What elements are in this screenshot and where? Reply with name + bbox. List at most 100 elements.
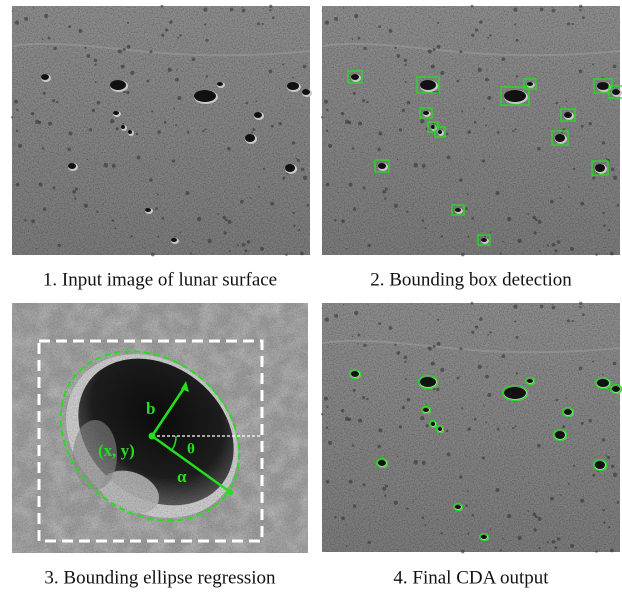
small-crater [24, 219, 27, 222]
small-crater [413, 501, 414, 502]
small-crater [363, 186, 366, 189]
small-crater [516, 336, 519, 339]
small-crater [33, 7, 35, 9]
small-crater [366, 398, 368, 400]
small-crater [48, 122, 52, 126]
small-crater [348, 121, 351, 124]
crater [438, 130, 442, 134]
small-crater [595, 253, 598, 256]
small-crater [341, 516, 345, 520]
small-crater [362, 396, 365, 399]
small-crater [557, 240, 561, 244]
small-crater [579, 302, 582, 305]
small-crater [399, 128, 402, 131]
small-crater [307, 204, 310, 207]
crater [595, 461, 605, 469]
small-crater [490, 529, 492, 531]
small-crater [15, 21, 19, 25]
small-crater [346, 248, 347, 249]
small-crater [230, 8, 234, 12]
small-crater [426, 424, 429, 427]
small-crater [560, 197, 562, 199]
small-crater [579, 70, 583, 74]
small-crater [68, 25, 71, 28]
small-crater [485, 375, 489, 379]
small-crater [121, 65, 125, 69]
small-crater [111, 219, 114, 222]
theta-label: θ [187, 441, 195, 457]
small-crater [431, 65, 435, 69]
small-crater [39, 183, 43, 187]
small-crater [456, 80, 459, 83]
small-crater [512, 427, 514, 429]
crater [68, 163, 76, 169]
small-crater [96, 211, 98, 213]
small-crater [149, 50, 152, 53]
small-crater [573, 168, 575, 170]
small-crater [461, 110, 463, 112]
small-crater [561, 131, 563, 133]
small-crater [552, 243, 556, 247]
small-crater [516, 39, 519, 42]
small-crater [297, 159, 300, 162]
small-crater [74, 197, 76, 199]
small-crater [56, 101, 58, 103]
crater [612, 386, 620, 392]
small-crater [532, 216, 536, 220]
small-crater [123, 48, 126, 51]
small-crater [465, 207, 468, 210]
small-crater [358, 334, 361, 337]
small-crater [363, 483, 366, 486]
small-crater [353, 207, 356, 210]
small-crater [467, 236, 469, 238]
small-crater [242, 7, 243, 8]
small-crater [589, 122, 592, 125]
small-crater [363, 47, 366, 50]
small-crater [358, 419, 362, 423]
small-crater [256, 101, 257, 102]
small-crater [384, 197, 386, 199]
small-crater [540, 305, 544, 309]
small-crater [279, 122, 282, 125]
small-crater [104, 163, 108, 167]
lunar-image-panel [321, 5, 622, 257]
small-crater [611, 465, 615, 469]
small-crater [589, 419, 592, 422]
crater [595, 164, 605, 172]
small-crater [325, 21, 329, 25]
small-crater [110, 119, 114, 123]
small-crater [547, 244, 549, 246]
small-crater [348, 418, 351, 421]
small-crater [157, 236, 159, 238]
small-crater [328, 144, 332, 148]
small-crater [478, 365, 482, 369]
small-crater [43, 207, 46, 210]
small-crater [12, 10, 13, 11]
small-crater [461, 550, 465, 554]
small-crater [247, 240, 251, 244]
crater [285, 164, 295, 172]
small-crater [567, 319, 570, 322]
crater [423, 111, 429, 115]
small-crater [334, 314, 338, 318]
small-crater [570, 544, 574, 548]
small-crater [552, 7, 553, 8]
small-crater [532, 513, 536, 517]
small-crater [92, 109, 95, 112]
small-crater [611, 168, 615, 172]
crater [217, 82, 223, 86]
crater [171, 238, 177, 242]
small-crater [552, 304, 553, 305]
small-crater [38, 121, 41, 124]
center-label: (x, y) [98, 441, 135, 460]
small-crater [446, 430, 449, 433]
small-crater [48, 37, 51, 40]
small-crater [357, 343, 358, 344]
small-crater [95, 81, 97, 83]
small-crater [486, 69, 487, 70]
small-crater [341, 112, 344, 115]
small-crater [270, 202, 274, 206]
small-crater [405, 460, 406, 461]
small-crater [479, 20, 482, 23]
small-crater [527, 214, 529, 216]
